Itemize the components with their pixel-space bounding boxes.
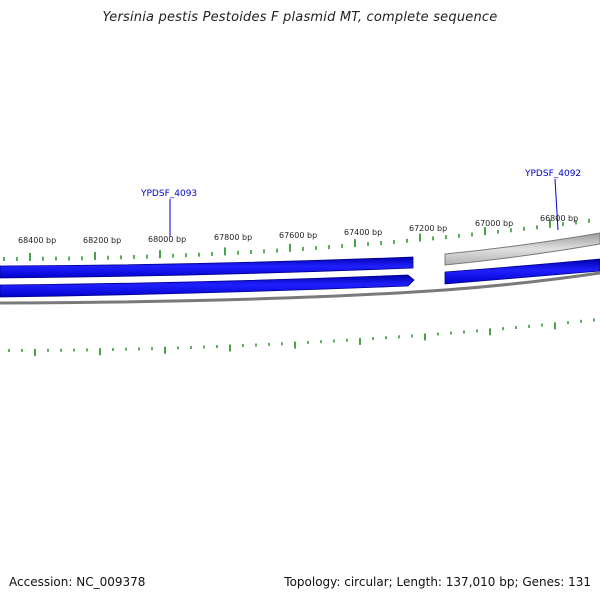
backbone-line <box>0 271 600 305</box>
scale-label: 66800 bp <box>540 214 578 223</box>
accession-text: Accession: NC_009378 <box>9 575 146 589</box>
gene-label-ypdsf-4093[interactable]: YPDSF_4093 <box>140 189 197 237</box>
scale-label: 67600 bp <box>279 231 317 240</box>
scale-label: 68400 bp <box>18 236 56 245</box>
summary-text: Topology: circular; Length: 137,010 bp; … <box>284 575 591 589</box>
scale-label: 68200 bp <box>83 236 121 245</box>
gene-feature-arrow[interactable] <box>0 274 415 298</box>
scale-labels: 68400 bp 68200 bp 68000 bp 67800 bp 6760… <box>18 214 578 245</box>
gene-feature-ypdsf-4092[interactable] <box>444 258 600 285</box>
gene-label-text[interactable]: YPDSF_4093 <box>140 189 197 199</box>
gray-feature[interactable] <box>444 232 600 266</box>
map-title: Yersinia pestis Pestoides F plasmid MT, … <box>102 10 498 25</box>
gene-label-ypdsf-4092[interactable]: YPDSF_4092 <box>524 169 581 231</box>
outer-scale-ticks <box>3 218 590 261</box>
gene-feature-ypdsf-4093[interactable] <box>0 256 414 279</box>
scale-label: 67800 bp <box>214 233 252 242</box>
scale-label: 67200 bp <box>409 224 447 233</box>
scale-label: 68000 bp <box>148 235 186 244</box>
gene-label-text[interactable]: YPDSF_4092 <box>524 169 581 179</box>
scale-label: 67000 bp <box>475 219 513 228</box>
scale-label: 67400 bp <box>344 228 382 237</box>
inner-scale-ticks <box>8 318 595 356</box>
